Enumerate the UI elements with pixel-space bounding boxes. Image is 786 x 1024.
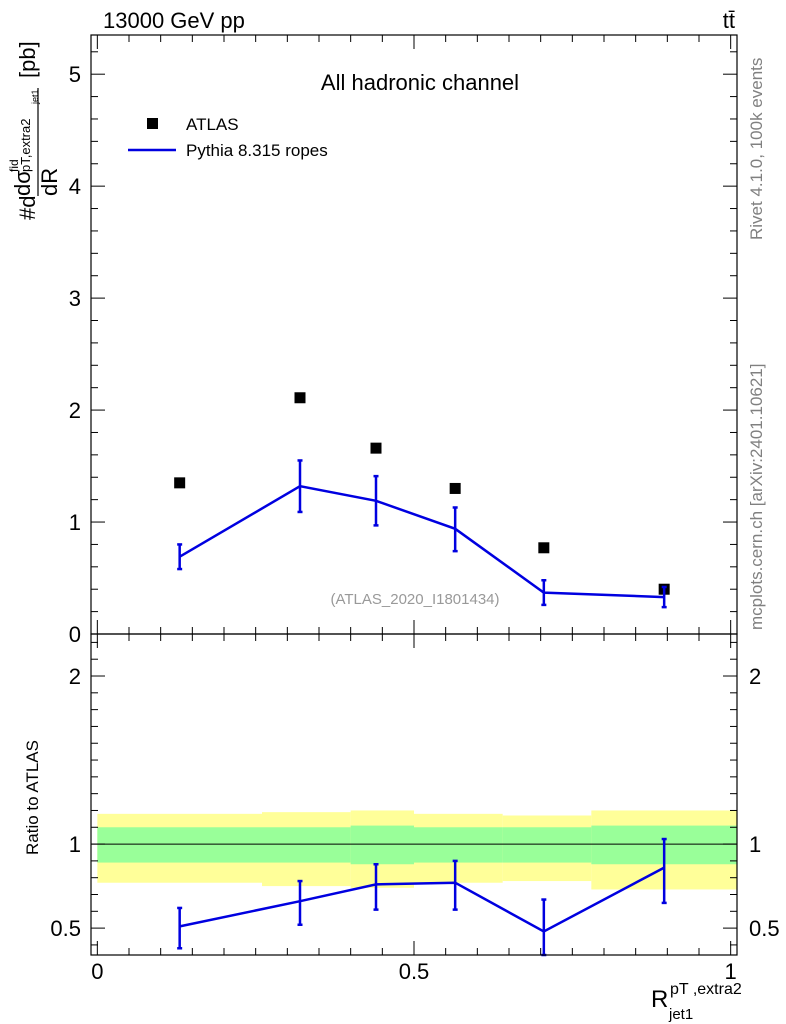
main-y-tick-label: 5 bbox=[69, 62, 81, 87]
atlas-data-point bbox=[294, 392, 306, 404]
main-y-tick-label: 1 bbox=[69, 510, 81, 535]
ratio-pythia-line bbox=[179, 866, 665, 933]
ratio-green-band bbox=[414, 827, 503, 863]
x-tick-label: 1 bbox=[725, 959, 737, 984]
ratio-axes: 0.5 0.5 1 1 2 2 0 0.5 1 bbox=[50, 633, 780, 984]
y-label-unit: [pb] bbox=[15, 41, 40, 78]
ratio-y-tick-label: 0.5 bbox=[50, 916, 81, 941]
ratio-y-tick-label: 1 bbox=[69, 832, 81, 857]
ratio-green-band bbox=[350, 825, 414, 865]
ratio-green-band bbox=[502, 827, 592, 863]
atlas-data-point bbox=[449, 482, 461, 494]
x-axis-label: R pT ,extra2 jet1 bbox=[651, 981, 742, 1023]
main-panel: All hadronic channel (ATLAS_2020_I180143… bbox=[7, 34, 738, 647]
ratio-bands bbox=[97, 810, 737, 890]
ratio-y-tick-label: 2 bbox=[69, 664, 81, 689]
main-axes: 0 1 2 3 4 5 bbox=[69, 34, 738, 647]
pythia-line bbox=[179, 484, 665, 599]
x-label-sup: pT ,extra2 bbox=[670, 981, 742, 998]
atlas-data-point bbox=[174, 477, 186, 489]
main-y-axis-label: #d dσ fid pT,extra2 jet1 dR [pb] bbox=[7, 41, 62, 220]
y-label-fid: fid bbox=[7, 159, 21, 172]
ratio-panel: 0.5 0.5 1 1 2 2 0 0.5 1 Ratio to ATLAS bbox=[23, 633, 780, 984]
ratio-frame bbox=[90, 633, 738, 956]
mcplots-label: mcplots.cern.ch [arXiv:2401.10621] bbox=[747, 364, 766, 630]
y-label-numerator: dσ bbox=[10, 170, 35, 196]
legend: ATLAS Pythia 8.315 ropes bbox=[128, 115, 328, 160]
main-y-tick-label: 4 bbox=[69, 174, 81, 199]
atlas-data-point bbox=[538, 542, 550, 554]
ratio-y-tick-label-right: 2 bbox=[749, 664, 761, 689]
analysis-label: (ATLAS_2020_I1801434) bbox=[330, 591, 499, 608]
ratio-y-tick-label-right: 1 bbox=[749, 832, 761, 857]
ratio-data bbox=[177, 837, 667, 957]
main-y-tick-label: 2 bbox=[69, 398, 81, 423]
legend-atlas-label: ATLAS bbox=[186, 115, 239, 134]
x-label-main: R bbox=[651, 986, 668, 1013]
y-label-denominator: dR bbox=[37, 168, 62, 196]
energy-label: 13000 GeV pp bbox=[103, 8, 245, 33]
channel-title: All hadronic channel bbox=[321, 70, 519, 95]
legend-atlas-marker bbox=[147, 118, 158, 129]
main-y-tick-label: 0 bbox=[69, 622, 81, 647]
y-label-prefix: #d bbox=[15, 196, 40, 220]
x-tick-label: 0.5 bbox=[399, 959, 430, 984]
x-label-sub: jet1 bbox=[668, 1006, 693, 1023]
process-label: tt̄ bbox=[723, 8, 735, 33]
ratio-y-label: Ratio to ATLAS bbox=[23, 740, 42, 855]
ratio-green-band bbox=[97, 827, 262, 863]
rivet-version-label: Rivet 4.1.0, 100k events bbox=[747, 58, 766, 240]
main-data bbox=[174, 392, 670, 609]
ratio-green-band bbox=[262, 827, 351, 863]
x-tick-label: 0 bbox=[91, 959, 103, 984]
ratio-y-tick-label-right: 0.5 bbox=[749, 916, 780, 941]
legend-pythia-label: Pythia 8.315 ropes bbox=[186, 141, 328, 160]
y-label-numerator-sub: pT,extra2 bbox=[18, 119, 33, 172]
y-label-numerator-subsub: jet1 bbox=[30, 89, 40, 105]
atlas-data-point bbox=[370, 442, 382, 454]
main-y-tick-label: 3 bbox=[69, 286, 81, 311]
